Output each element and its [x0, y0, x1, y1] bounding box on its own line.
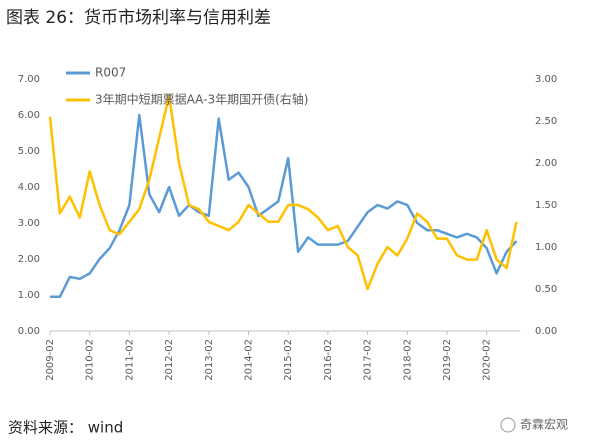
watermark-icon	[500, 417, 516, 433]
x-tick-label: 2012-02	[164, 339, 175, 381]
y-tick-label: 4.00	[18, 182, 40, 193]
y2-tick-label: 3.00	[535, 74, 557, 85]
line-series	[48, 94, 518, 291]
watermark: 奇霖宏观	[520, 417, 568, 432]
x-tick-label: 2017-02	[363, 339, 374, 381]
y2-tick-label: 0.50	[535, 284, 557, 295]
x-tick-label: 2019-02	[442, 339, 453, 381]
line-series	[50, 113, 518, 299]
y2-tick-label: 1.50	[535, 200, 557, 211]
x-tick-label: 2015-02	[283, 339, 294, 381]
y-tick-label: 1.00	[18, 290, 40, 301]
legend-label: 3年期中短期票据AA-3年期国开债(右轴)	[95, 92, 308, 107]
y-tick-label: 2.00	[18, 254, 40, 265]
y2-tick-label: 2.50	[535, 116, 557, 127]
x-tick-label: 2011-02	[124, 339, 135, 381]
y2-tick-label: 2.00	[535, 158, 557, 169]
x-tick-label: 2009-02	[45, 339, 56, 381]
x-tick-label: 2010-02	[85, 339, 96, 381]
x-tick-label: 2018-02	[402, 339, 413, 381]
y-tick-label: 6.00	[18, 110, 40, 121]
x-tick-label: 2020-02	[482, 339, 493, 381]
y-tick-label: 5.00	[18, 146, 40, 157]
x-tick-label: 2014-02	[244, 339, 255, 381]
x-tick-label: 2013-02	[204, 339, 215, 381]
y-tick-label: 7.00	[18, 74, 40, 85]
y2-tick-label: 0.00	[535, 326, 557, 337]
source-note: 资料来源： wind	[8, 419, 123, 437]
chart-title: 图表 26：货币市场利率与信用利差	[6, 8, 271, 28]
y2-tick-label: 1.00	[535, 242, 557, 253]
y-tick-label: 3.00	[18, 218, 40, 229]
y-tick-label: 0.00	[18, 326, 40, 337]
x-tick-label: 2016-02	[323, 339, 334, 381]
legend-label: R007	[95, 66, 126, 80]
